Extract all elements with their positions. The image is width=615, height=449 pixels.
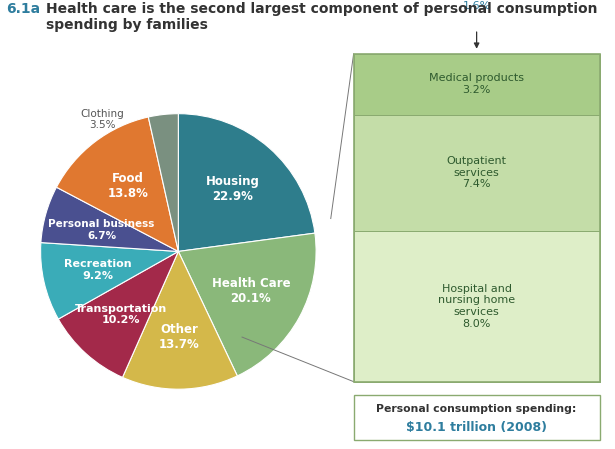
- Text: Housing
22.9%: Housing 22.9%: [206, 175, 260, 203]
- Text: Food
13.8%: Food 13.8%: [108, 172, 149, 200]
- Wedge shape: [122, 251, 237, 389]
- Text: 6.1a: 6.1a: [6, 2, 40, 16]
- Text: $10.1 trillion (2008): $10.1 trillion (2008): [406, 421, 547, 434]
- Wedge shape: [41, 242, 178, 319]
- Wedge shape: [178, 233, 316, 376]
- Text: Health insurance
1.6%: Health insurance 1.6%: [429, 0, 524, 11]
- Wedge shape: [148, 114, 178, 251]
- Wedge shape: [41, 187, 178, 251]
- Wedge shape: [178, 114, 315, 251]
- Text: Other
13.7%: Other 13.7%: [159, 323, 200, 351]
- Text: Hospital and
nursing home
services
8.0%: Hospital and nursing home services 8.0%: [438, 284, 515, 329]
- Text: Medical products
3.2%: Medical products 3.2%: [429, 73, 524, 95]
- Text: Recreation
9.2%: Recreation 9.2%: [64, 259, 132, 281]
- Text: Personal business
6.7%: Personal business 6.7%: [48, 219, 154, 241]
- Text: Clothing
3.5%: Clothing 3.5%: [81, 109, 124, 130]
- Text: Personal consumption spending:: Personal consumption spending:: [376, 404, 577, 414]
- Text: Health Care
20.1%: Health Care 20.1%: [212, 277, 290, 305]
- Text: Outpatient
services
7.4%: Outpatient services 7.4%: [446, 156, 507, 189]
- Text: Health care is the second largest component of personal consumption
spending by : Health care is the second largest compon…: [46, 2, 598, 32]
- Wedge shape: [57, 117, 178, 251]
- Text: Transportation
10.2%: Transportation 10.2%: [75, 304, 167, 326]
- Wedge shape: [58, 251, 178, 377]
